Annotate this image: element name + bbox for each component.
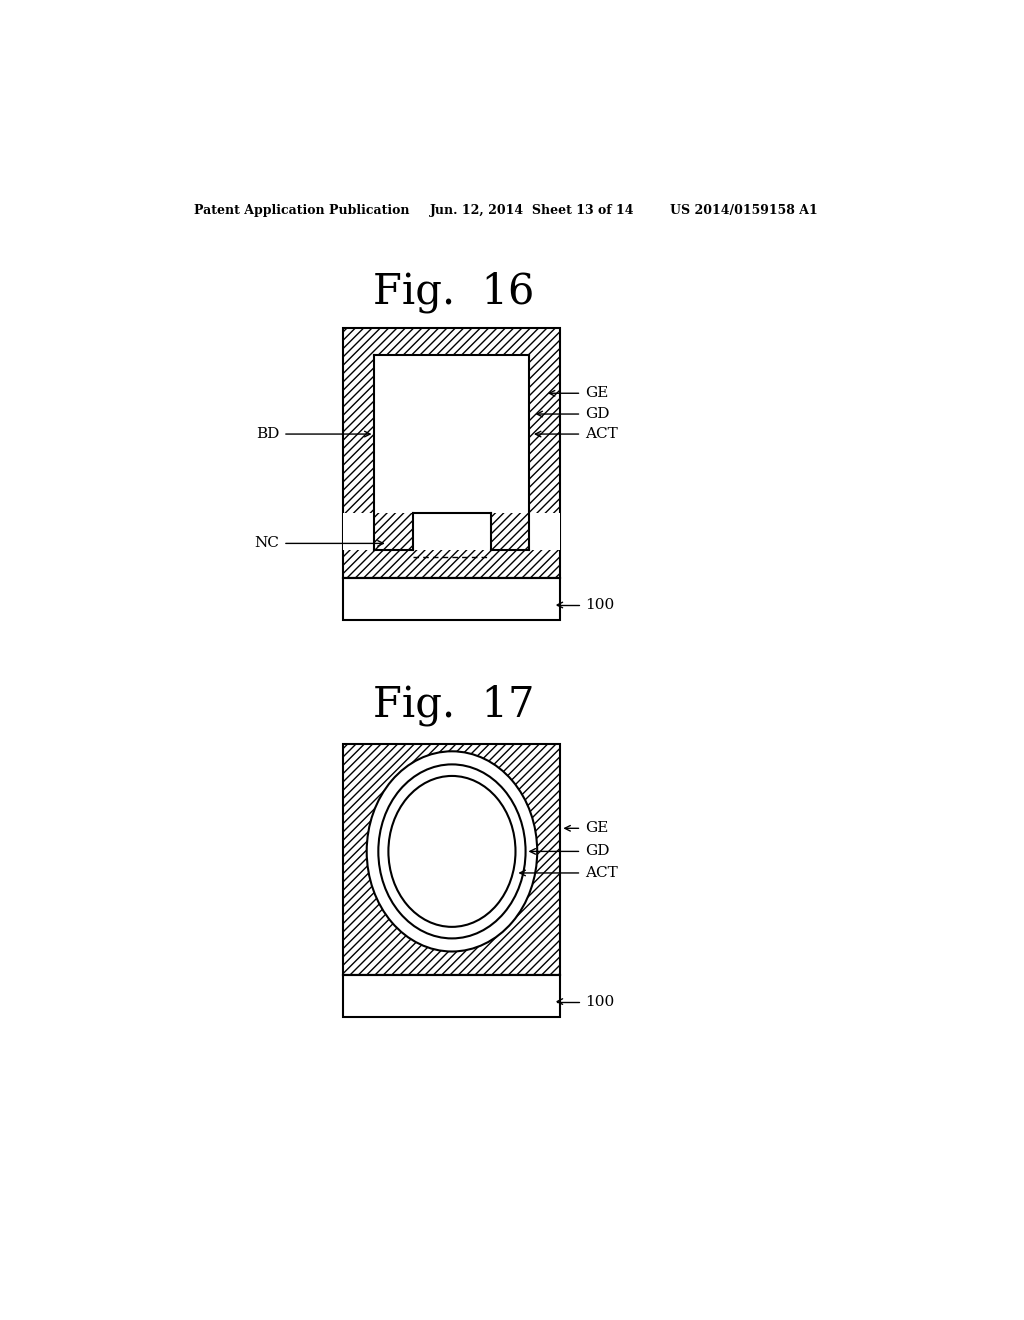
Text: Fig.  17: Fig. 17 <box>373 684 535 726</box>
Ellipse shape <box>367 751 538 952</box>
Text: 100: 100 <box>586 994 614 1008</box>
Text: GD: GD <box>586 407 609 421</box>
Text: US 2014/0159158 A1: US 2014/0159158 A1 <box>671 205 818 218</box>
Text: BD: BD <box>256 428 280 441</box>
Bar <box>414 512 490 549</box>
Bar <box>343 512 375 549</box>
Text: ACT: ACT <box>586 866 618 880</box>
Text: GD: GD <box>586 845 609 858</box>
Text: 100: 100 <box>586 598 614 612</box>
Text: GE: GE <box>586 387 608 400</box>
Bar <box>375 355 529 512</box>
Ellipse shape <box>388 776 515 927</box>
Bar <box>343 578 560 620</box>
Text: Jun. 12, 2014  Sheet 13 of 14: Jun. 12, 2014 Sheet 13 of 14 <box>430 205 635 218</box>
Text: Fig.  16: Fig. 16 <box>373 271 535 313</box>
Bar <box>529 512 560 549</box>
Ellipse shape <box>378 764 525 939</box>
Text: GE: GE <box>586 821 608 836</box>
Bar <box>343 974 560 1016</box>
Text: Patent Application Publication: Patent Application Publication <box>194 205 410 218</box>
Bar <box>343 327 560 578</box>
Text: ACT: ACT <box>586 428 618 441</box>
Text: NC: NC <box>254 536 280 550</box>
Bar <box>343 743 560 974</box>
